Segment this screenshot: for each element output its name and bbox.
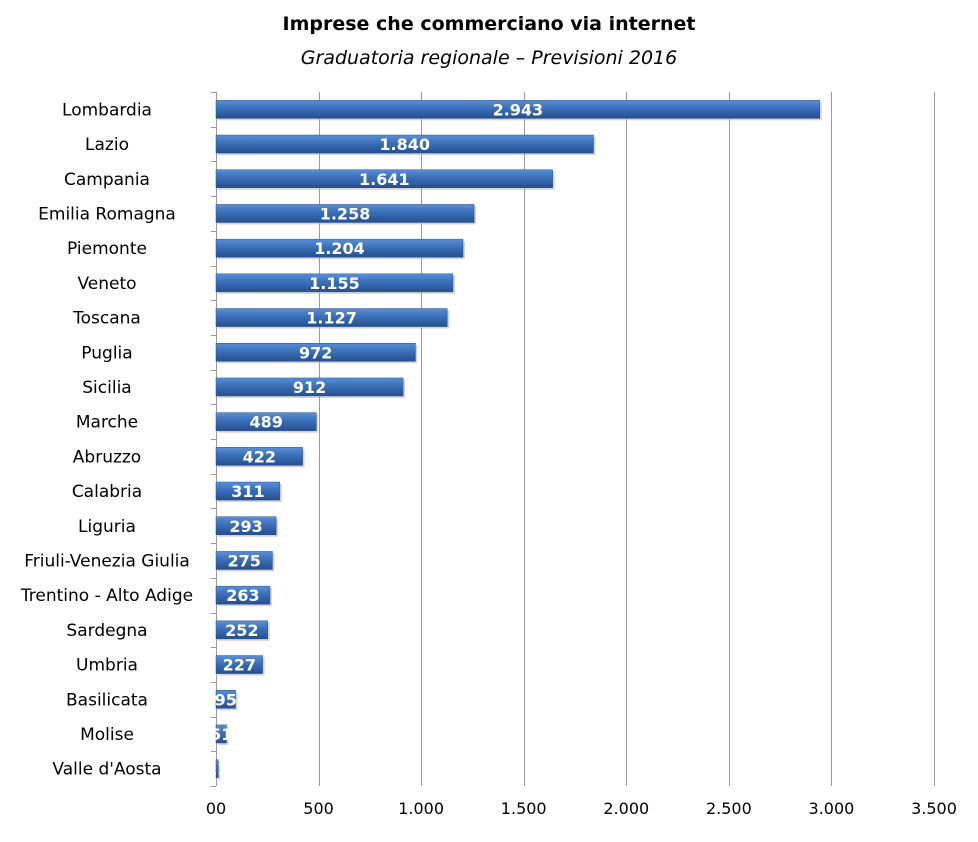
bar (215, 238, 464, 258)
data-label: 489 (249, 413, 282, 432)
chart-title: Imprese che commerciano via internet (283, 13, 696, 35)
grid-layer (319, 92, 935, 786)
bar (215, 412, 317, 431)
bar (215, 551, 273, 570)
category-label: Umbria (76, 656, 138, 676)
bar (215, 620, 268, 640)
data-label: 95 (215, 690, 237, 709)
bar (215, 308, 448, 327)
bar (215, 516, 277, 535)
label-layer: Lombardia 2.943 Lazio 1.840 Campania 1.641 Emi… (20, 100, 543, 779)
data-label: 311 (231, 482, 264, 501)
data-label: 11 (206, 760, 228, 779)
bar (215, 759, 219, 778)
bar (215, 204, 475, 223)
category-label: Sardegna (66, 621, 147, 641)
data-label: 263 (226, 586, 259, 605)
x-tick-label: 1.500 (501, 799, 547, 818)
bar (215, 724, 227, 744)
category-label: Basilicata (66, 690, 148, 710)
data-label: 422 (243, 447, 276, 466)
category-label: Emilia Romagna (38, 204, 176, 224)
category-label: Liguria (78, 517, 136, 537)
x-tick-label: 00 (206, 799, 226, 818)
category-label: Toscana (72, 309, 141, 329)
data-label: 252 (225, 621, 258, 640)
bar (215, 481, 281, 501)
bar (215, 169, 553, 188)
data-label: 2.943 (493, 100, 544, 119)
data-label: 1.204 (314, 239, 365, 258)
data-label: 227 (223, 656, 256, 675)
category-label: Veneto (77, 274, 136, 294)
bar-shadow (218, 761, 221, 780)
category-label: Puglia (81, 343, 132, 363)
category-label: Abruzzo (73, 447, 141, 467)
tick-layer: 00 500 1.000 1.500 2.000 2.500 3.000 3.500 (206, 799, 957, 818)
category-label: Campania (64, 170, 150, 190)
bar (215, 690, 236, 709)
x-tick-label: 1.000 (398, 799, 444, 818)
bar (215, 377, 404, 397)
data-label: 1.127 (306, 309, 357, 328)
bar (215, 585, 271, 605)
data-label: 1.258 (320, 204, 371, 223)
x-tick-label: 3.500 (911, 799, 957, 818)
data-label: 1.840 (379, 135, 430, 154)
category-label: Trentino - Alto Adige (20, 586, 193, 606)
axis-layer (211, 92, 217, 787)
data-label: 1.641 (359, 170, 410, 189)
category-label: Calabria (72, 482, 142, 502)
category-label: Lombardia (62, 100, 152, 120)
category-label: Friuli-Venezia Giulia (24, 551, 190, 571)
x-tick-label: 2.000 (603, 799, 649, 818)
bar (215, 273, 454, 293)
bar (215, 655, 263, 674)
data-label: 912 (293, 378, 326, 397)
bar (215, 134, 594, 154)
x-tick-label: 3.000 (809, 799, 855, 818)
data-label: 275 (228, 551, 261, 570)
category-label: Molise (80, 725, 134, 745)
data-label: 51 (210, 725, 232, 744)
bar (215, 343, 416, 362)
bar (215, 100, 820, 119)
category-label: Marche (76, 413, 138, 433)
x-tick-label: 2.500 (706, 799, 752, 818)
category-label: Lazio (85, 135, 129, 155)
category-label: Sicilia (82, 378, 131, 398)
bar-layer (215, 100, 822, 780)
data-label: 1.155 (309, 274, 360, 293)
data-label: 293 (229, 517, 262, 536)
bar (215, 447, 303, 466)
chart-subtitle: Graduatoria regionale – Previsioni 2016 (301, 47, 677, 69)
x-tick-label: 500 (303, 799, 334, 818)
category-label: Piemonte (67, 239, 147, 259)
category-label: Valle d'Aosta (52, 760, 161, 780)
data-label: 972 (299, 343, 332, 362)
